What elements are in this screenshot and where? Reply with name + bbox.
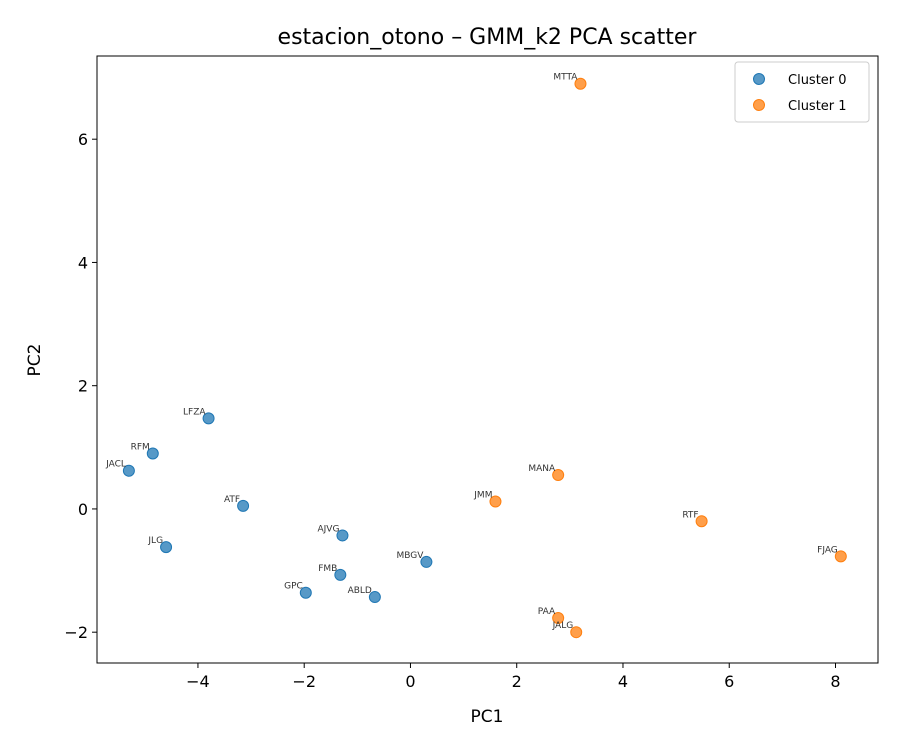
x-tick-label: 8 (830, 672, 840, 691)
y-axis: −2 0 2 4 6 (64, 130, 97, 642)
data-point-rfm (146, 447, 159, 460)
data-point-abld (368, 591, 381, 604)
data-point-rtf (695, 515, 708, 528)
y-axis-label: PC2 (25, 344, 45, 377)
x-axis-label: PC1 (471, 707, 504, 727)
point-label: AJVG (318, 524, 340, 534)
data-point-mbgv (420, 555, 433, 568)
data-point-gpc (299, 586, 312, 599)
x-tick-label: −4 (186, 672, 210, 691)
y-tick-label: 2 (78, 377, 88, 396)
point-label: JLG (147, 536, 163, 546)
legend-marker (753, 73, 765, 85)
x-axis: −4 −2 0 2 4 6 8 (186, 663, 841, 691)
legend-box (734, 61, 870, 123)
data-point-jlg (160, 541, 173, 554)
point-label: MANA (528, 464, 556, 474)
point-label: RFM (131, 442, 150, 452)
data-point-jalg (570, 626, 583, 639)
data-point-lfza (202, 412, 215, 425)
point-label: JACL (105, 460, 126, 470)
point-label: FMB (318, 564, 337, 574)
y-tick-label: 6 (78, 130, 88, 149)
x-tick-label: 0 (405, 672, 415, 691)
data-point-atf (237, 499, 250, 512)
point-label: MTTA (553, 73, 578, 83)
axes-frame (96, 55, 879, 664)
data-point-fjag (834, 550, 847, 563)
point-label: ATF (224, 495, 240, 505)
point-label: FJAG (817, 545, 838, 555)
data-point-mtta (574, 77, 587, 90)
legend-label: Cluster 0 (788, 73, 847, 88)
data-point-jmm (489, 495, 502, 508)
legend-marker (753, 99, 765, 111)
point-label: LFZA (183, 407, 206, 417)
chart-title: estacion_otono – GMM_k2 PCA scatter (278, 25, 698, 50)
data-point-fmb (334, 568, 347, 581)
plot-area: LFZA RFM JACL ATF JLG AJVG MBGV FMB GPC ABLD MTTA M… (105, 73, 847, 639)
x-tick-label: 4 (618, 672, 628, 691)
x-tick-label: −2 (292, 672, 316, 691)
point-label: JMM (473, 491, 492, 501)
data-point-paa (552, 612, 565, 625)
y-tick-label: 0 (78, 500, 88, 519)
point-label: ABLD (348, 586, 372, 596)
point-label: GPC (284, 582, 303, 592)
point-label: RTF (682, 510, 698, 520)
data-point-jacl (122, 464, 135, 477)
point-label: JALG (552, 621, 574, 631)
y-tick-label: 4 (78, 253, 88, 272)
legend-label: Cluster 1 (788, 99, 847, 114)
point-label: PAA (538, 607, 556, 617)
data-point-ajvg (336, 529, 349, 542)
data-point-mana (552, 469, 565, 482)
x-tick-label: 2 (512, 672, 522, 691)
legend: Cluster 0 Cluster 1 (734, 61, 870, 123)
x-tick-label: 6 (724, 672, 734, 691)
y-tick-label: −2 (64, 623, 88, 642)
point-label: MBGV (396, 551, 424, 561)
